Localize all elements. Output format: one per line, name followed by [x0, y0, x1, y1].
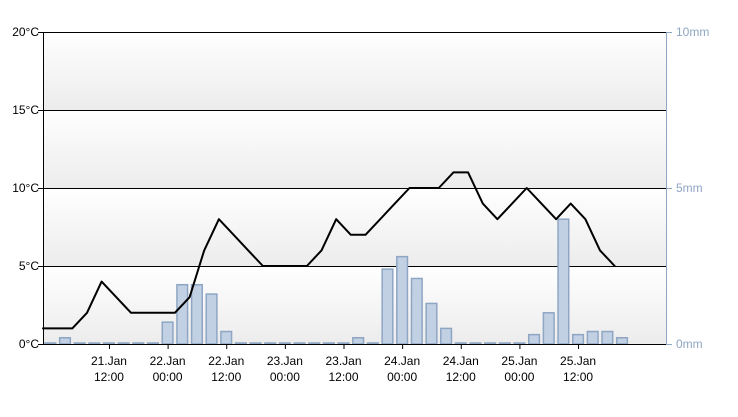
- precipitation-bar: [88, 342, 101, 345]
- precipitation-bar: [396, 255, 409, 345]
- x-tick-label-date: 23.Jan: [325, 354, 361, 368]
- background-band: [43, 266, 666, 344]
- y-left-tick-label: 20°C: [12, 25, 39, 39]
- precipitation-bar: [220, 330, 233, 345]
- x-tick-label-time: 12:00: [446, 370, 476, 384]
- x-tick-label-time: 00:00: [270, 370, 300, 384]
- background-band: [43, 188, 666, 266]
- y-axis-right-ticks: 0mm 5mm 10mm: [666, 25, 709, 351]
- x-tick-label-date: 24.Jan: [443, 354, 479, 368]
- temperature-line: [42, 171, 616, 330]
- precipitation-bar: [527, 333, 541, 345]
- x-tick-label-date: 21.Jan: [91, 354, 127, 368]
- precipitation-bar: [234, 342, 247, 345]
- x-tick-label-date: 22.Jan: [208, 354, 244, 368]
- background-band: [43, 32, 666, 110]
- precipitation-bar: [440, 327, 453, 345]
- precipitation-bar: [293, 342, 306, 345]
- y-left-tick-label: 10°C: [12, 181, 39, 195]
- precipitation-bar: [264, 342, 277, 345]
- x-tick-label-time: 12:00: [563, 370, 593, 384]
- precipitation-bar: [337, 342, 350, 345]
- precipitation-bar: [410, 277, 423, 345]
- precipitation-bar: [190, 283, 203, 345]
- precipitation-bar: [102, 342, 116, 345]
- x-tick-label-date: 22.Jan: [150, 354, 186, 368]
- x-axis-ticks: 21.Jan 12:00 22.Jan 00:00 22.Jan 12:00 23.Jan 0…: [91, 344, 596, 384]
- precipitation-bar: [117, 342, 130, 345]
- y-axis-left-ticks: 0°C 5°C 10°C 15°C 20°C: [12, 25, 43, 351]
- precipitation-bar: [44, 342, 57, 345]
- x-tick-label-date: 25.Jan: [501, 354, 537, 368]
- precipitation-bar: [425, 302, 438, 345]
- precipitation-bar: [469, 342, 482, 345]
- precipitation-bar: [146, 342, 160, 345]
- precipitation-bar: [484, 342, 497, 345]
- precipitation-bar: [498, 342, 511, 345]
- precipitation-bar: [308, 342, 321, 345]
- y-left-tick-label: 15°C: [12, 103, 39, 117]
- x-tick-label-time: 00:00: [387, 370, 417, 384]
- precipitation-bar: [381, 268, 394, 345]
- precipitation-bar: [557, 218, 570, 345]
- x-tick-label-time: 12:00: [211, 370, 241, 384]
- x-tick-label-date: 25.Jan: [560, 354, 596, 368]
- precipitation-bar: [601, 330, 614, 345]
- precipitation-bar: [454, 342, 467, 345]
- precipitation-bar: [352, 337, 365, 345]
- precipitation-bar: [205, 293, 218, 345]
- precipitation-bar: [586, 330, 599, 345]
- y-right-tick-label: 5mm: [676, 181, 703, 195]
- x-tick-label-time: 12:00: [328, 370, 358, 384]
- y-right-tick-label: 0mm: [676, 337, 703, 351]
- precipitation-bar: [161, 321, 174, 345]
- precipitation-bar: [571, 333, 585, 345]
- x-tick-label-time: 00:00: [153, 370, 183, 384]
- precipitation-bar: [73, 342, 86, 345]
- precipitation-bar: [513, 342, 526, 345]
- precipitation-bar: [58, 337, 72, 345]
- y-left-tick-label: 5°C: [19, 259, 39, 273]
- x-tick-label-date: 24.Jan: [384, 354, 420, 368]
- precipitation-bar: [132, 342, 145, 345]
- precipitation-bar: [366, 342, 379, 345]
- precipitation-bar: [278, 342, 291, 345]
- precipitation-bar: [176, 283, 189, 345]
- precipitation-bar: [322, 342, 335, 345]
- x-tick-label-time: 00:00: [504, 370, 534, 384]
- precipitation-bar: [615, 337, 629, 345]
- x-tick-label-date: 23.Jan: [267, 354, 303, 368]
- y-right-tick-label: 10mm: [676, 25, 709, 39]
- background-band: [43, 110, 666, 188]
- y-left-tick-label: 0°C: [19, 337, 39, 351]
- precipitation-bar: [542, 312, 555, 345]
- x-tick-label-time: 12:00: [94, 370, 124, 384]
- precipitation-bar: [249, 342, 262, 345]
